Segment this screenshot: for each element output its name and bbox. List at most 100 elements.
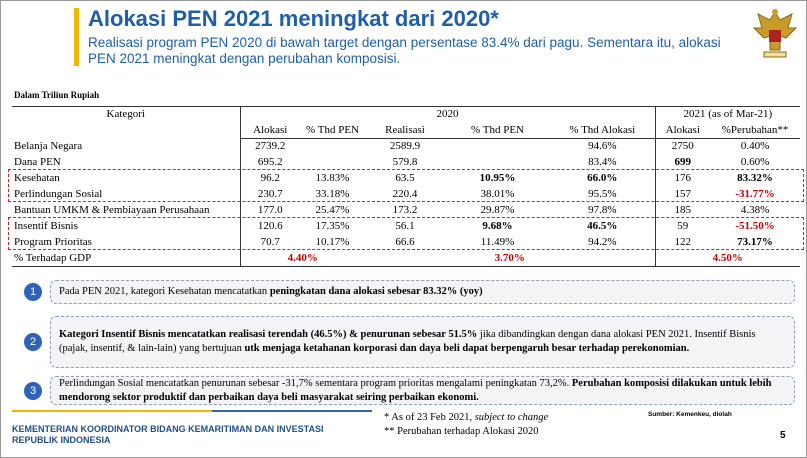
- header-cell: Kategori: [12, 106, 240, 139]
- note-box: Perlindungan Sosial mencatatkan penuruna…: [50, 376, 795, 405]
- note-number: 3: [24, 381, 42, 400]
- note-box: Pada PEN 2021, kategori Kesehatan mencat…: [50, 280, 795, 304]
- table-cell: -31.77%: [735, 188, 775, 200]
- table-cell: Dana PEN: [14, 156, 61, 168]
- table-cell: Program Prioritas: [14, 236, 92, 248]
- table-cell: 2739.2: [239, 138, 300, 155]
- table-cell: -51.50%: [735, 220, 775, 232]
- gdp-cell: 4.40%: [239, 250, 365, 267]
- note-segment: peningkatan dana alokasi sebesar 83.32% …: [269, 286, 483, 297]
- column-header: % Thd Alokasi: [550, 122, 656, 139]
- column-header: Alokasi: [654, 122, 711, 139]
- note-text: Pada PEN 2021, kategori Kesehatan mencat…: [59, 285, 483, 299]
- table-cell: 73.17%: [737, 236, 773, 248]
- column-header: Realisasi: [365, 122, 445, 139]
- table-cell: 66.0%: [587, 172, 618, 184]
- table-cell: 173.2: [392, 204, 418, 216]
- header-cell: 2020: [239, 106, 656, 123]
- page-number: 5: [780, 430, 786, 441]
- table-cell: 96.2: [239, 170, 300, 187]
- table-cell: 97.8%: [588, 204, 617, 216]
- source: Sumber: Kemenkeu, diolah: [648, 411, 732, 418]
- note-segment: Perlindungan Sosial mencatatkan penuruna…: [59, 377, 572, 389]
- table-cell: 0.60%: [740, 156, 770, 168]
- table-cell: 25.47%: [315, 204, 350, 216]
- gdp-cell: 4.50%: [654, 250, 801, 267]
- table-cell: 83.32%: [737, 172, 773, 184]
- subtitle: Realisasi program PEN 2020 di bawah targ…: [88, 35, 721, 66]
- note-text: Perlindungan Sosial mencatatkan penuruna…: [59, 377, 786, 405]
- column-header: % Thd PEN: [445, 122, 550, 139]
- gdp-cell: 3.70%: [365, 250, 656, 267]
- table-cell: 29.87%: [480, 204, 515, 216]
- emblem: [752, 9, 798, 58]
- table-cell: 4.38%: [740, 204, 770, 216]
- note-number: 1: [24, 283, 42, 301]
- table-cell: 177.0: [239, 202, 300, 219]
- table-row: Dana PEN 695.2 579.8 83.4% 699 0.60%: [12, 154, 800, 171]
- table-cell: 59: [654, 218, 711, 235]
- table-cell: Insentif Bisnis: [14, 220, 78, 232]
- note-number: 2: [24, 333, 42, 351]
- table-cell: 13.83%: [315, 172, 350, 184]
- table-cell: 33.18%: [315, 188, 350, 200]
- column-header: % Thd PEN: [300, 122, 365, 139]
- table-cell: 220.4: [392, 188, 418, 200]
- table-cell: 10.17%: [315, 236, 350, 248]
- table-cell: 63.5: [395, 172, 415, 184]
- table-row: Bantuan UMKM & Pembiayaan Perusahaan 177.…: [12, 202, 800, 219]
- footnote-text: * As of 23 Feb 2021,: [384, 412, 473, 423]
- table-cell: 230.7: [239, 186, 300, 203]
- accent-bar: [74, 8, 79, 66]
- note-segment: Pada PEN 2021, kategori Kesehatan mencat…: [59, 286, 270, 297]
- table-cell: 83.4%: [588, 156, 617, 168]
- table-cell: % Terhadap GDP: [12, 250, 240, 267]
- table-cell: 70.7: [239, 234, 300, 251]
- column-header: Alokasi: [239, 122, 300, 139]
- table-cell: 9.68%: [482, 220, 513, 232]
- note-segment: Kategori Insentif Bisnis mencatatkan rea…: [59, 329, 478, 340]
- footnote: ** Perubahan terhadap Alokasi 2020: [384, 426, 539, 437]
- table-cell: 94.6%: [588, 140, 617, 153]
- table-row: Insentif Bisnis 120.6 17.35% 56.1 9.68% 46.5%…: [12, 218, 800, 235]
- note-segment: jika dibandingkan dengan dana alokasi PE…: [59, 329, 756, 354]
- table-cell: [300, 139, 365, 155]
- table-cell: 56.1: [395, 220, 415, 232]
- table-cell: 46.5%: [587, 220, 618, 232]
- table-cell: 94.2%: [588, 236, 617, 248]
- header-row: Kategori 2020 2021 (as of Mar-21): [12, 106, 801, 139]
- table-cell: Perlindungan Sosial: [14, 188, 103, 200]
- table-cell: 176: [654, 170, 711, 187]
- footer-line: [12, 410, 212, 412]
- table-cell: [445, 139, 550, 155]
- note-segment: utk menjaga ketahanan korporasi dan daya…: [244, 343, 690, 354]
- table-row: Program Prioritas 70.7 10.17% 66.6 11.49% 94.…: [12, 234, 800, 251]
- table-cell: 2589.9: [389, 140, 421, 153]
- highlight-box: [8, 217, 804, 250]
- table-row: Kesehatan 96.2 13.83% 63.5 10.95% 66.0% 176 83.…: [12, 170, 800, 187]
- table-cell: 699: [654, 154, 711, 171]
- table-cell: 120.6: [239, 218, 300, 235]
- header-cell: 2021 (as of Mar-21): [654, 106, 801, 123]
- footnote-italic: subject to change: [474, 412, 549, 423]
- table-cell: 0.40%: [740, 140, 770, 153]
- note-segment: Perubahan komposisi dilakukan untuk lebi…: [59, 377, 772, 403]
- table-cell: 579.8: [392, 156, 418, 168]
- highlight-box: [8, 169, 804, 202]
- table-cell: 95.5%: [588, 188, 617, 200]
- unit-label: Dalam Triliun Rupiah: [14, 90, 100, 100]
- table-cell: 695.2: [239, 154, 300, 171]
- table-cell: Belanja Negara: [14, 140, 83, 152]
- organization: KEMENTERIAN KOORDINATOR BIDANG KEMARITIM…: [12, 424, 324, 445]
- table-cell: 38.01%: [480, 188, 515, 200]
- table-cell: 10.95%: [479, 172, 516, 184]
- table-cell: 2750: [654, 138, 711, 155]
- footnote: * As of 23 Feb 2021, subject to change: [384, 412, 548, 423]
- header-row: Alokasi% Thd PEN Realisasi% Thd PEN% Thd …: [12, 122, 801, 139]
- table-cell: 17.35%: [315, 220, 350, 232]
- table-cell: 122: [654, 234, 711, 251]
- table-cell: 157: [654, 186, 711, 203]
- note-box: Kategori Insentif Bisnis mencatatkan rea…: [50, 316, 795, 368]
- table-row: Perlindungan Sosial 230.7 33.18% 220.4 38.01…: [12, 186, 800, 203]
